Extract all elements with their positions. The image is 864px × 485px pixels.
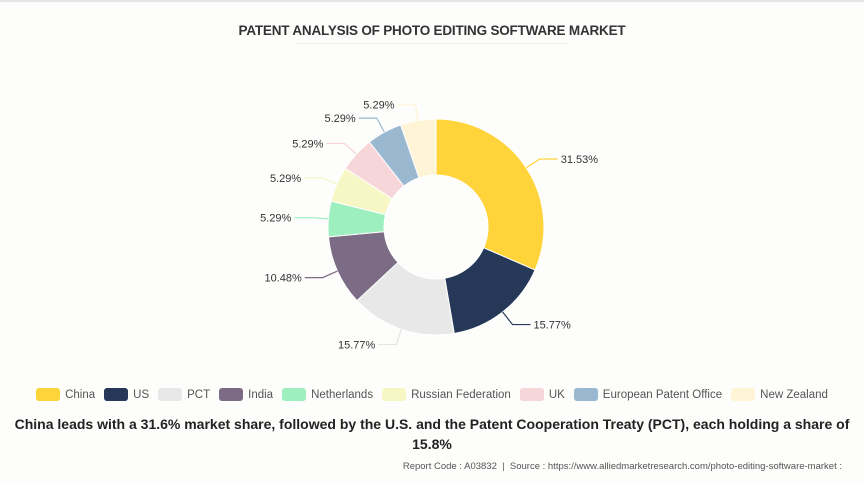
chart-title: PATENT ANALYSIS OF PHOTO EDITING SOFTWAR… [238, 23, 626, 38]
data-label: 5.29% [292, 138, 323, 150]
legend-label: European Patent Office [602, 388, 723, 401]
legend-label: US [133, 388, 150, 401]
leader-line [397, 104, 419, 121]
leader-line [304, 177, 338, 185]
donut-chart: 31.53% 15.77% 15.77% 10.48% 5.29% 5.29% 5.29% 5… [260, 100, 599, 352]
leader-line [502, 311, 531, 326]
legend-item[interactable]: India [219, 388, 273, 401]
legend-item[interactable]: Russian Federation [382, 388, 511, 401]
data-label: 5.29% [260, 213, 291, 225]
legend-swatch [36, 388, 61, 401]
title-divider [297, 43, 567, 44]
data-label: 31.53% [561, 154, 599, 166]
legend-label: Netherlands [311, 388, 374, 401]
legend: China US PCT India Netherlands Russian Federa… [0, 388, 864, 401]
leader-line [304, 270, 338, 279]
leader-line [294, 217, 329, 220]
leader-line [378, 329, 403, 346]
legend-swatch [282, 388, 307, 401]
data-label: 5.29% [270, 173, 301, 185]
source-note: Report Code : A03832 | Source : https://… [402, 461, 842, 472]
legend-swatch [219, 388, 244, 401]
leader-line [525, 158, 558, 169]
legend-label: China [65, 388, 96, 401]
leader-line [358, 117, 385, 133]
legend-label: India [248, 388, 274, 401]
legend-swatch [519, 388, 544, 401]
caption: China leads with a 31.6% market share, f… [14, 416, 850, 452]
leader-line [326, 142, 357, 155]
legend-item[interactable]: UK [519, 388, 565, 401]
legend-label: PCT [187, 388, 211, 401]
legend-label: UK [548, 388, 565, 401]
legend-swatch [158, 388, 183, 401]
legend-item[interactable]: European Patent Office [573, 388, 723, 401]
data-label: 5.29% [363, 100, 394, 112]
legend-item[interactable]: PCT [158, 388, 210, 401]
legend-swatch [104, 388, 129, 401]
legend-swatch [731, 388, 756, 401]
legend-item[interactable]: China [36, 388, 95, 401]
slice-new-zealand[interactable] [400, 118, 437, 179]
legend-label: New Zealand [760, 388, 828, 401]
legend-item[interactable]: New Zealand [731, 388, 828, 401]
data-label: 5.29% [325, 113, 356, 125]
legend-label: Russian Federation [411, 388, 511, 401]
data-label: 10.48% [264, 273, 302, 285]
legend-swatch [573, 388, 598, 401]
data-label: 15.77% [338, 339, 376, 351]
legend-item[interactable]: US [104, 388, 149, 401]
slice-china[interactable] [435, 118, 545, 271]
legend-swatch [382, 388, 407, 401]
legend-item[interactable]: Netherlands [282, 388, 373, 401]
data-label: 15.77% [534, 320, 572, 332]
